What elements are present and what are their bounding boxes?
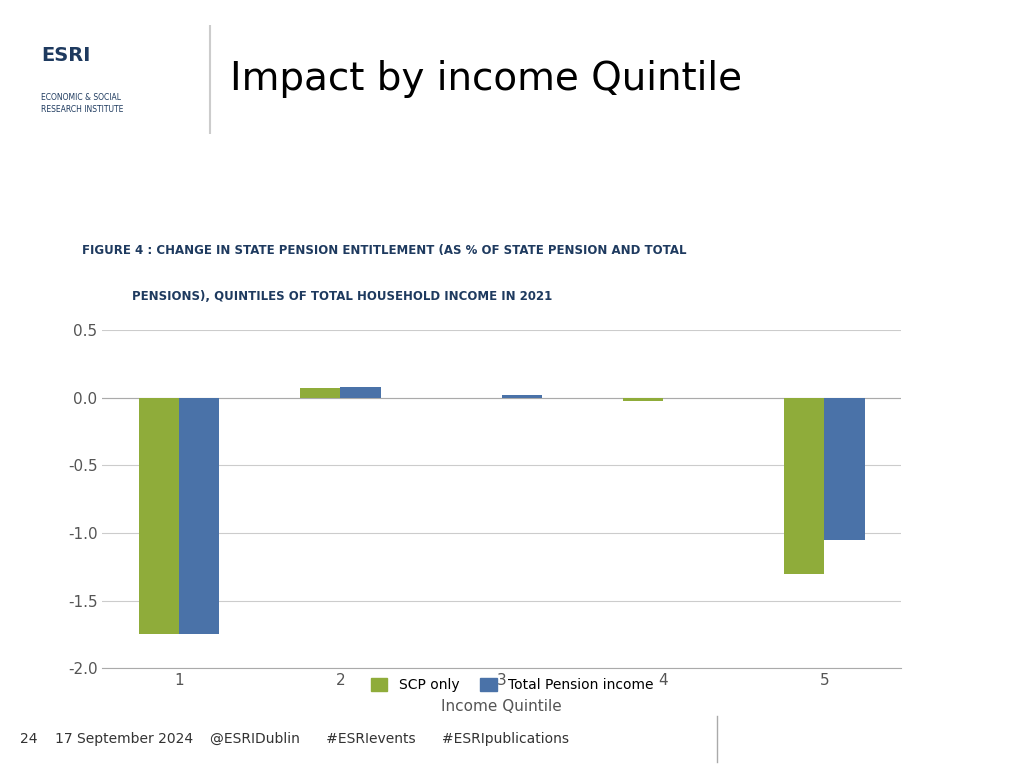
Bar xyxy=(340,387,381,398)
Bar xyxy=(502,395,542,398)
Text: Impact by income Quintile: Impact by income Quintile xyxy=(230,61,742,98)
Bar xyxy=(179,398,219,634)
Text: 24    17 September 2024: 24 17 September 2024 xyxy=(20,732,194,746)
Text: ESRI: ESRI xyxy=(41,46,90,65)
Text: www.esri.ie: www.esri.ie xyxy=(806,730,935,749)
X-axis label: Income Quintile: Income Quintile xyxy=(441,699,562,714)
Bar xyxy=(784,398,824,574)
Legend: SCP only, Total Pension income: SCP only, Total Pension income xyxy=(366,673,658,698)
Bar xyxy=(824,398,865,540)
Bar xyxy=(138,398,179,634)
Bar xyxy=(300,389,340,398)
Text: FIGURE 4 : CHANGE IN STATE PENSION ENTITLEMENT (AS % OF STATE PENSION AND TOTAL: FIGURE 4 : CHANGE IN STATE PENSION ENTIT… xyxy=(82,244,686,257)
Text: PENSIONS), QUINTILES OF TOTAL HOUSEHOLD INCOME IN 2021: PENSIONS), QUINTILES OF TOTAL HOUSEHOLD … xyxy=(132,290,553,303)
Bar xyxy=(623,398,664,401)
Text: @ESRIDublin      #ESRIevents      #ESRIpublications: @ESRIDublin #ESRIevents #ESRIpublication… xyxy=(210,732,568,746)
Text: ECONOMIC & SOCIAL
RESEARCH INSTITUTE: ECONOMIC & SOCIAL RESEARCH INSTITUTE xyxy=(41,93,123,114)
